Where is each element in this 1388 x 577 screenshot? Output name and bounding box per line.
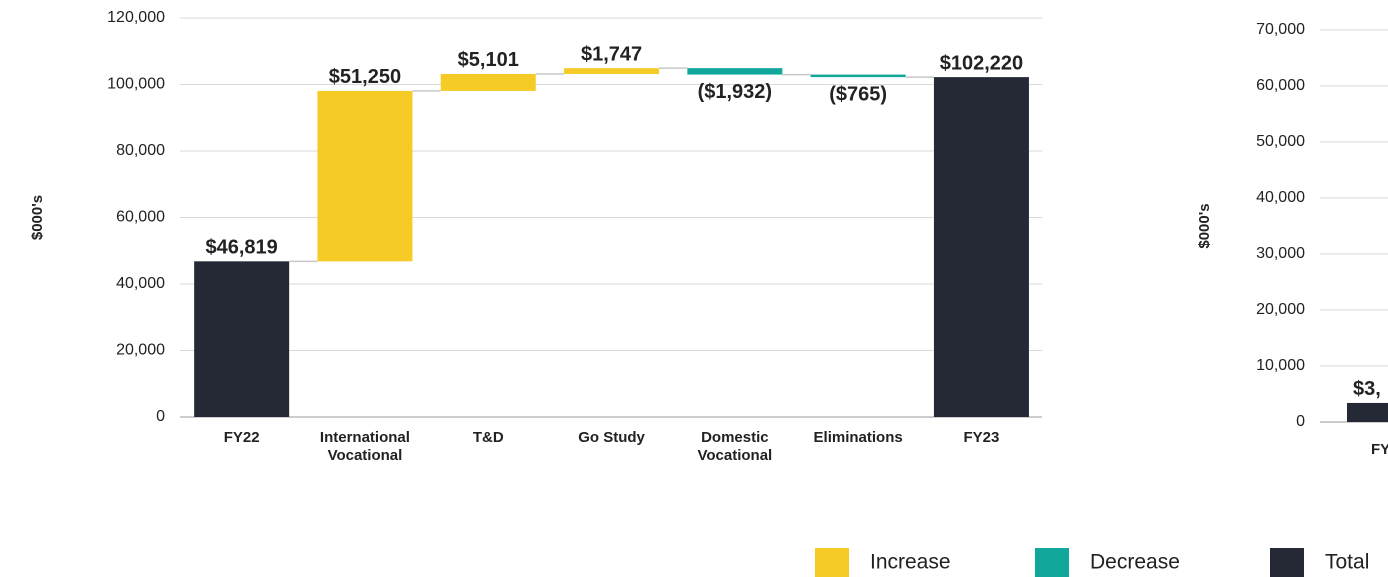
y-tick-label: 10,000 [1256,357,1305,374]
x-tick-label: Go Study [578,429,645,446]
x-tick-label: International Vocational [319,429,410,464]
value-label: $51,250 [329,66,401,88]
legend-swatch [1035,548,1069,577]
legend-label: Decrease [1090,551,1180,574]
y-tick-label: 20,000 [1256,301,1305,318]
value-label: ($765) [829,83,887,105]
x-tick-label: Eliminations [813,429,903,446]
y-tick-label: 50,000 [1256,133,1305,150]
bar [1347,402,1388,422]
y-tick-label: 40,000 [1256,189,1305,206]
y-tick-label: 120,000 [107,9,165,26]
bar [194,261,290,417]
y-tick-label: 0 [156,408,165,425]
bar [317,90,413,262]
legend-swatch [1270,548,1304,577]
value-label: $102,220 [940,52,1023,74]
value-label: $5,101 [458,49,519,71]
y-tick-label: 40,000 [116,275,165,292]
x-tick-label: FY22 [223,429,260,446]
y-tick-label: 20,000 [116,342,165,359]
y-tick-label: 60,000 [1256,77,1305,94]
x-tick-label: Domestic Vocational [697,429,773,464]
x-tick-label: T&D [472,429,504,446]
x-tick-label: FY23 [963,429,1000,446]
legend-label: Increase [870,551,951,574]
bar [440,73,536,91]
y-tick-label: 70,000 [1256,21,1305,38]
y-tick-label: 0 [1296,413,1305,430]
bar [564,68,660,74]
y-tick-label: 60,000 [116,209,165,226]
value-label: ($1,932) [698,81,773,103]
value-label: $1,747 [581,43,642,65]
value-label: $46,819 [206,237,278,259]
bar [933,77,1029,417]
x-tick-label: FY [1371,441,1388,458]
y-axis-label: $000's [1196,203,1213,248]
legend-swatch [815,548,849,577]
bar [810,74,906,78]
y-axis-label: $000's [29,195,46,240]
value-label: $3, [1353,378,1381,400]
bar [687,68,783,75]
legend-label: Total [1325,551,1369,574]
y-tick-label: 100,000 [107,76,165,93]
y-tick-label: 80,000 [116,142,165,159]
y-tick-label: 30,000 [1256,245,1305,262]
